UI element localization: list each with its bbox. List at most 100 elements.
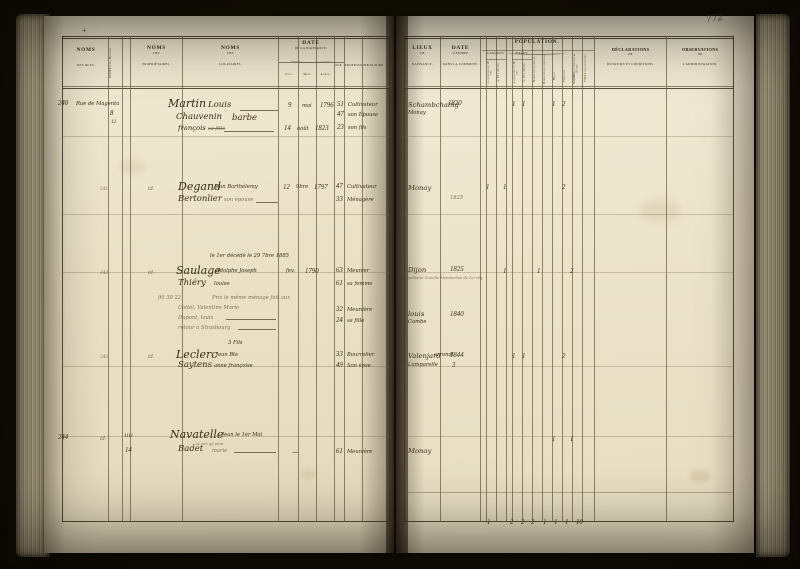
header-noms-locataires: NOMS des LOCATAIRES. bbox=[219, 45, 242, 67]
lieu-naissance-2b: Combe bbox=[408, 319, 427, 325]
profession: Bourrelier bbox=[347, 352, 375, 358]
naissance-annee: 1797 bbox=[314, 184, 328, 191]
pop-males: 1 bbox=[552, 101, 556, 108]
book-cover-left-edge bbox=[8, 10, 18, 561]
filler-dashes bbox=[226, 319, 276, 320]
row-maison-sub: 12 bbox=[111, 119, 117, 125]
pop-filles-10-20: 1 bbox=[522, 353, 526, 360]
row-menage-number: 242 bbox=[100, 270, 108, 276]
book-gutter bbox=[386, 16, 408, 553]
header-hommes-20-plus: HOMMES au-dessus de 20 ans bbox=[573, 53, 579, 84]
lieu-naissance-2: Monay bbox=[408, 110, 426, 116]
lieu-naissance-note: militaire Cuiselle Montmelian de 1er rég… bbox=[408, 276, 484, 280]
row-marginal-number: 90 30 22 bbox=[158, 295, 182, 301]
naissance-mois: 9bre bbox=[296, 184, 309, 190]
date-entree: 1820 bbox=[448, 100, 462, 107]
total-col-6: 1 bbox=[554, 519, 558, 526]
locataire-nom: retour à Strasbourg bbox=[178, 325, 231, 331]
row-menage-number: 240 bbox=[58, 100, 69, 107]
locataire-nom: Dupont, louis bbox=[178, 315, 214, 321]
age: 32 bbox=[336, 306, 343, 313]
lieu-naissance: Valenjard bbox=[408, 352, 441, 360]
locataire-nom: Bertonlier bbox=[178, 194, 222, 204]
pop-femelles: 2 bbox=[562, 184, 566, 191]
age: 49 bbox=[336, 362, 343, 369]
row-menage-number: 243 bbox=[100, 354, 108, 360]
date-entree: 1825 bbox=[450, 266, 464, 273]
header-culture: CULTURE. bbox=[367, 63, 385, 67]
header-garcons-0-10: au-dessous de 10 ans bbox=[487, 61, 493, 85]
row-marginal-note: Pris le même ménage fait aux bbox=[212, 295, 291, 301]
total-col-4: 2 bbox=[531, 519, 535, 526]
locataire-prenom: son épouse bbox=[224, 197, 254, 203]
header-date-naissance: DATE DE LA NAISSANCE. bbox=[294, 40, 328, 50]
naissance-jour: 9 bbox=[288, 102, 292, 109]
naissance-annee: 1823 bbox=[315, 125, 329, 132]
date-entree-2: 3 bbox=[452, 362, 456, 369]
profession: sa fille bbox=[347, 318, 365, 324]
age: 23 bbox=[337, 124, 344, 131]
header-date-mois: Mois. bbox=[303, 72, 312, 76]
pop-femelles: 1 bbox=[570, 436, 574, 443]
locataire-prenom: Jean Barthélemy bbox=[214, 184, 258, 190]
header-garcons-10-20: de 10 à 20 ans bbox=[497, 63, 500, 83]
header-numero-maisons: NUMÉRO des Maisons bbox=[109, 48, 112, 78]
profession: Meunière bbox=[347, 449, 373, 455]
lieu-naissance: Monay bbox=[408, 447, 432, 455]
header-lieux-naissance: LIEUX de NAISSANCE. bbox=[411, 45, 434, 67]
age: 61 bbox=[336, 280, 343, 287]
header-date-entree: DATE d'entrée DANS LA COMMUNE. bbox=[442, 45, 479, 67]
pop-filles-10-20: 1 bbox=[537, 268, 541, 275]
lieu-naissance-2: louis bbox=[408, 310, 425, 318]
naissance-mois: — bbox=[292, 448, 299, 456]
pop-garcons-10-20: 1 bbox=[503, 268, 507, 275]
header-population: POPULATION. bbox=[514, 39, 560, 45]
header-filles-10-20: de 10 à 20 ans bbox=[523, 63, 526, 83]
pop-garcons-10-20: 1 bbox=[503, 184, 507, 191]
lieu-naissance-2: Lamparelle bbox=[408, 362, 438, 368]
filler-dashes bbox=[234, 452, 276, 453]
pop-filles-0-10: 1 bbox=[512, 353, 516, 360]
naissance-jour: 14 bbox=[284, 125, 291, 132]
age: 33 bbox=[336, 351, 343, 358]
profession: son Épouse bbox=[348, 112, 379, 118]
pop-males: 1 bbox=[552, 436, 556, 443]
locataire-prenom: marie bbox=[212, 448, 228, 454]
locataire-prenom: barbe bbox=[232, 113, 258, 123]
naissance-annee: 1790 bbox=[305, 268, 319, 275]
row-maison-ditto: id. bbox=[148, 354, 155, 360]
locataire-nom: Leclerc bbox=[176, 348, 218, 361]
header-noms-rues: NOMS DES RUES. bbox=[76, 47, 96, 67]
header-noms-proprietaires: NOMS des PROPRIÉTAIRES. bbox=[142, 45, 171, 67]
lieu-naissance-suffix: arrondt bbox=[434, 352, 454, 358]
pop-femelles: 2 bbox=[562, 101, 566, 108]
row-rue: Rue de Magenta bbox=[76, 101, 120, 107]
locataire-prenom: Louis bbox=[208, 100, 232, 110]
lieu-naissance: Dijon bbox=[408, 266, 427, 274]
marginal-mark: + bbox=[82, 28, 87, 34]
total-col-1: 1 bbox=[487, 519, 491, 526]
row-maison-ditto: id. bbox=[148, 186, 155, 192]
naissance-jour: 12 bbox=[283, 184, 290, 191]
row-note-above: le 1er décédé le 29 7bre 1885 bbox=[210, 253, 289, 259]
header-males: Mâles bbox=[553, 71, 556, 80]
pop-femelles: 2 bbox=[570, 268, 574, 275]
filler-dashes bbox=[240, 110, 278, 111]
row-rue-ditto: id. bbox=[100, 436, 107, 442]
age: 63 bbox=[336, 267, 343, 274]
header-declarations: DÉCLARATIONS de MUTATION ET CONDITIONS. bbox=[606, 47, 655, 67]
row-maison-sub: 14 bbox=[125, 447, 132, 454]
page-edges-right bbox=[756, 13, 790, 558]
locataire-nom: Saulage bbox=[176, 264, 221, 277]
locataire-nom: Cottel, Valentine Marie bbox=[178, 305, 240, 311]
profession: Ménagère bbox=[347, 197, 374, 203]
row-note-above: 3 Fils bbox=[228, 340, 243, 346]
pop-filles-10-20: 1 bbox=[522, 101, 526, 108]
profession: Meunière bbox=[347, 307, 373, 313]
book-cover-right-edge bbox=[788, 10, 798, 561]
right-table: LIEUX de NAISSANCE. DATE d'entrée DANS L… bbox=[404, 36, 734, 522]
filler-dashes bbox=[256, 202, 278, 203]
locataire-nom: Saytens bbox=[178, 360, 212, 370]
locataire-prenom: louise bbox=[214, 281, 230, 287]
